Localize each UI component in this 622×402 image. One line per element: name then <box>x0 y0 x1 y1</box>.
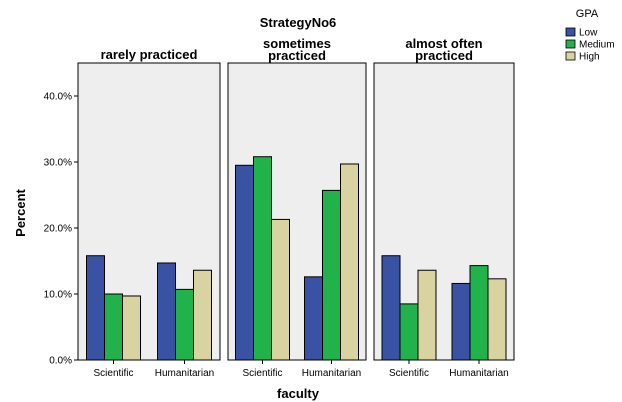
legend-swatch-high <box>565 51 576 61</box>
x-tick-label: Humanitarian <box>302 368 361 379</box>
x-axis-title: faculty <box>277 386 320 401</box>
x-tick-label: Scientific <box>389 368 429 379</box>
bar-medium <box>322 189 341 361</box>
legend-title: GPA <box>576 8 599 20</box>
bar-low <box>86 255 105 361</box>
legend-swatch-low <box>565 27 576 37</box>
x-tick-label: Humanitarian <box>449 368 508 379</box>
x-tick-label: Scientific <box>242 368 282 379</box>
bar-medium <box>399 303 419 361</box>
y-tick-label: 20.0% <box>44 224 72 235</box>
panel-title: practiced <box>268 48 326 63</box>
bar-high <box>487 278 507 361</box>
panel-title: almost often <box>405 36 482 51</box>
bar-low <box>451 282 471 361</box>
bar-medium <box>469 265 489 361</box>
bar-high <box>193 269 212 361</box>
bar-high <box>417 269 437 361</box>
bar-low <box>235 164 254 361</box>
chart-title: StrategyNo6 <box>260 15 337 30</box>
legend-label-low: Low <box>579 28 598 39</box>
bar-low <box>157 262 176 361</box>
bar-high <box>340 163 359 361</box>
x-tick-label: Humanitarian <box>155 368 214 379</box>
bar-low <box>381 255 401 361</box>
y-axis-title: Percent <box>13 188 28 236</box>
legend-swatch-medium <box>565 39 576 49</box>
bar-high <box>122 295 141 361</box>
y-tick-label: 10.0% <box>44 290 72 301</box>
legend-label-high: High <box>579 52 600 63</box>
panel: rarely practiced Scientific Humanitarian <box>77 47 221 379</box>
bar-high <box>271 218 290 361</box>
bar-medium <box>175 288 194 361</box>
panel-title: rarely practiced <box>101 47 198 62</box>
bar-medium <box>253 156 272 361</box>
bar-medium <box>104 293 123 361</box>
bar-low <box>304 276 323 361</box>
legend-label-medium: Medium <box>579 40 615 51</box>
x-tick-label: Scientific <box>93 368 133 379</box>
panel-title: practiced <box>415 48 473 63</box>
y-tick-label: 0.0% <box>49 356 72 367</box>
y-tick-label: 30.0% <box>44 158 72 169</box>
y-tick-label: 40.0% <box>44 92 72 103</box>
panel-title: sometimes <box>263 36 331 51</box>
